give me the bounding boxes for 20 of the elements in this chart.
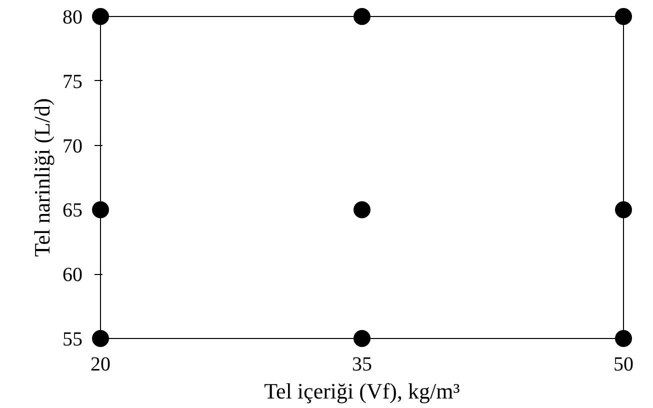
x-axis-title: Tel içeriği (Vf), kg/m³ <box>264 378 460 404</box>
point <box>92 201 109 218</box>
point <box>615 8 632 25</box>
y-tick-label: 75 <box>62 70 82 93</box>
y-tick-label: 80 <box>62 6 82 28</box>
y-tick-label: 60 <box>62 264 82 286</box>
x-tick-label: 50 <box>614 354 634 376</box>
point <box>354 330 370 347</box>
point <box>354 8 370 25</box>
point <box>615 330 632 347</box>
y-tick-label: 70 <box>62 135 82 158</box>
point <box>615 201 632 218</box>
y-tick-label: 65 <box>62 200 82 222</box>
point <box>354 201 370 218</box>
x-tick-label: 20 <box>90 354 110 376</box>
y-axis-title: Tel narinliği (L/d) <box>30 98 54 257</box>
point <box>92 330 109 347</box>
y-tick-label: 55 <box>62 328 82 350</box>
point <box>92 8 109 25</box>
x-tick-label: 35 <box>352 354 372 376</box>
